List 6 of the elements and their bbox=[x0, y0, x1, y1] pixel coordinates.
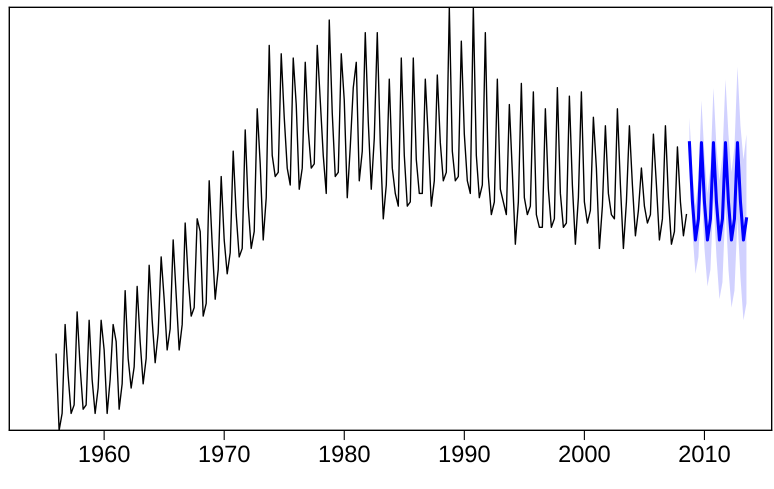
x-tick-label: 1970 bbox=[200, 446, 250, 462]
x-tick-label: 2000 bbox=[559, 446, 610, 462]
x-tick-label: 1990 bbox=[440, 446, 490, 462]
x-tick-label: 1960 bbox=[80, 446, 130, 462]
x-tick-label: 2010 bbox=[679, 446, 730, 462]
x-tick-label: 1980 bbox=[320, 446, 370, 462]
